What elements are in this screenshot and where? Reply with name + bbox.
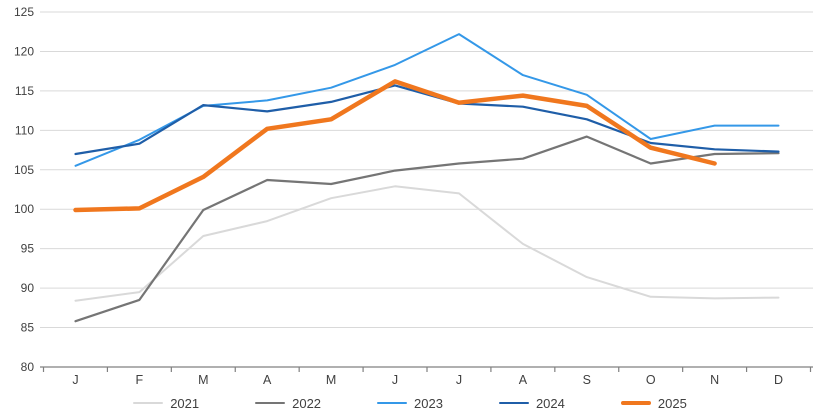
legend-item-2022: 2022 bbox=[255, 397, 321, 410]
x-axis-label-11: N bbox=[710, 373, 719, 387]
legend-swatch-2025 bbox=[620, 401, 651, 405]
legend-label-2021: 2021 bbox=[170, 395, 200, 411]
legend-swatch-2021 bbox=[133, 402, 164, 404]
x-axis-label-4: A bbox=[263, 373, 272, 387]
y-axis-label-125: 125 bbox=[14, 5, 34, 19]
x-axis-label-10: O bbox=[646, 373, 656, 387]
plot-area: 80 85 90 95 100 105 110 115 120 125 J F M A M J J A S O N D bbox=[14, 5, 813, 387]
y-axis-label-115: 115 bbox=[15, 84, 34, 98]
series-line-2024 bbox=[74, 84, 780, 156]
y-axis-label-90: 90 bbox=[21, 281, 35, 295]
y-axis-label-100: 100 bbox=[14, 202, 34, 216]
legend-item-2024: 2024 bbox=[498, 395, 565, 411]
x-axis-label-1: J bbox=[72, 373, 78, 387]
y-axis-label-110: 110 bbox=[15, 123, 34, 137]
series-line-2021 bbox=[74, 185, 780, 302]
legend-item-2025: 2025 bbox=[620, 395, 687, 411]
series-line-2025 bbox=[73, 79, 717, 213]
legend-item-2021: 2021 bbox=[133, 397, 199, 410]
x-axis-label-2: F bbox=[136, 373, 144, 387]
y-axis-label-105: 105 bbox=[14, 163, 34, 177]
chart-legend: 2021 2022 2023 2024 2025 bbox=[0, 387, 820, 419]
x-axis-label-12: D bbox=[774, 373, 783, 387]
x-axis-label-5: M bbox=[326, 373, 336, 387]
legend-swatch-2024 bbox=[498, 402, 529, 404]
x-axis-label-6: J bbox=[392, 373, 398, 387]
legend-label-2024: 2024 bbox=[535, 395, 565, 411]
x-axis-label-8: A bbox=[519, 373, 528, 387]
y-axis-label-95: 95 bbox=[21, 242, 35, 256]
legend-item-2023: 2023 bbox=[377, 397, 443, 410]
legend-label-2022: 2022 bbox=[292, 395, 322, 411]
legend-swatch-2023 bbox=[377, 402, 408, 404]
legend-label-2023: 2023 bbox=[414, 395, 443, 411]
series-line-2022 bbox=[74, 135, 780, 323]
x-axis-label-7: J bbox=[456, 373, 462, 387]
x-axis-label-9: S bbox=[583, 373, 591, 387]
y-axis-label-85: 85 bbox=[21, 321, 35, 335]
y-axis-label-120: 120 bbox=[14, 44, 34, 58]
x-axis-label-3: M bbox=[198, 373, 208, 387]
legend-label-2025: 2025 bbox=[657, 395, 687, 411]
y-axis-label-80: 80 bbox=[21, 360, 35, 374]
legend-swatch-2022 bbox=[255, 402, 286, 404]
